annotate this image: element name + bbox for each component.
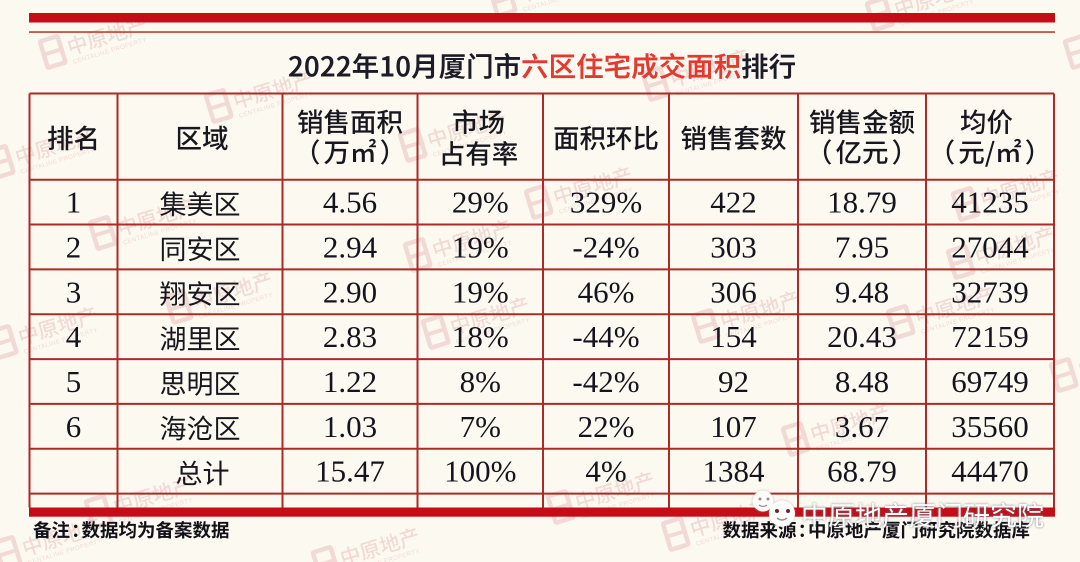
- svg-text:422: 422: [710, 185, 757, 220]
- svg-text:22%: 22%: [578, 409, 635, 444]
- svg-text:32739: 32739: [951, 274, 1029, 309]
- svg-text:8.48: 8.48: [835, 364, 889, 399]
- svg-text:-44%: -44%: [572, 319, 639, 354]
- svg-text:4.56: 4.56: [323, 185, 377, 220]
- svg-text:329%: 329%: [570, 185, 642, 220]
- svg-text:5: 5: [66, 364, 82, 399]
- svg-text:1: 1: [66, 185, 82, 220]
- svg-text:68.79: 68.79: [827, 454, 897, 489]
- svg-text:303: 303: [710, 230, 757, 265]
- svg-text:15.47: 15.47: [315, 454, 385, 489]
- svg-text:72159: 72159: [951, 319, 1029, 354]
- svg-text:3: 3: [66, 274, 82, 309]
- svg-text:19%: 19%: [452, 230, 509, 265]
- svg-text:2: 2: [66, 230, 82, 265]
- svg-text:306: 306: [710, 274, 757, 309]
- svg-text:1.03: 1.03: [323, 409, 377, 444]
- svg-text:2.94: 2.94: [323, 230, 378, 265]
- svg-text:2.90: 2.90: [323, 274, 377, 309]
- svg-text:18%: 18%: [452, 319, 509, 354]
- svg-text:9.48: 9.48: [835, 274, 889, 309]
- svg-text:46%: 46%: [578, 274, 635, 309]
- svg-text:4: 4: [66, 319, 82, 354]
- svg-text:4%: 4%: [585, 454, 626, 489]
- svg-text:41235: 41235: [951, 185, 1029, 220]
- svg-text:92: 92: [718, 364, 749, 399]
- svg-text:69749: 69749: [951, 364, 1029, 399]
- svg-text:27044: 27044: [951, 230, 1029, 265]
- svg-text:2.83: 2.83: [323, 319, 377, 354]
- svg-text:19%: 19%: [452, 274, 509, 309]
- svg-text:1384: 1384: [703, 454, 766, 489]
- svg-text:107: 107: [710, 409, 757, 444]
- svg-text:-24%: -24%: [572, 230, 639, 265]
- svg-text:44470: 44470: [951, 454, 1029, 489]
- svg-text:18.79: 18.79: [827, 185, 897, 220]
- svg-text:7.95: 7.95: [835, 230, 889, 265]
- svg-text:8%: 8%: [460, 364, 501, 399]
- svg-text:20.43: 20.43: [827, 319, 897, 354]
- svg-text:1.22: 1.22: [323, 364, 377, 399]
- svg-text:29%: 29%: [452, 185, 509, 220]
- svg-text:100%: 100%: [444, 454, 516, 489]
- svg-text:6: 6: [66, 409, 82, 444]
- svg-text:35560: 35560: [951, 409, 1029, 444]
- svg-text:3.67: 3.67: [835, 409, 889, 444]
- svg-text:7%: 7%: [460, 409, 501, 444]
- svg-text:154: 154: [710, 319, 757, 354]
- svg-text:-42%: -42%: [572, 364, 639, 399]
